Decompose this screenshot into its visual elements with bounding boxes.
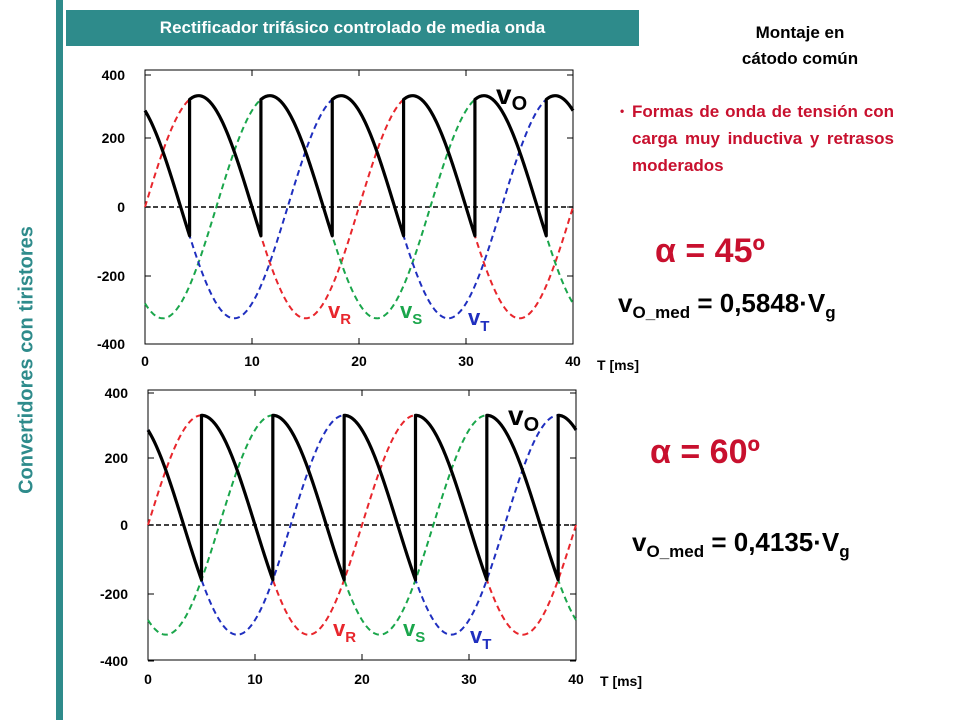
y-tick-label: 0 [120, 517, 128, 533]
vmed-subscript: O_med [646, 542, 705, 561]
y-tick-label: -400 [100, 653, 128, 669]
x-tick-label: 40 [568, 671, 584, 687]
y-tick-label: -200 [100, 586, 128, 602]
series-label-vR: vR [333, 616, 356, 646]
x-tick-label: 0 [144, 671, 152, 687]
series-label-vS: vS [400, 298, 422, 328]
vmed-subscript-g: g [839, 542, 850, 561]
series-vO-curve [143, 94, 575, 238]
firing-angle-60: α = 60º [650, 433, 760, 472]
y-tick-label: -200 [97, 268, 125, 284]
series-vO-curve [146, 413, 578, 582]
series-label-vR: vR [328, 298, 351, 328]
description-bullet: • Formas de onda de tensión con carga mu… [620, 98, 894, 179]
alpha-value: = 45º [685, 232, 765, 270]
series-label-vS: vS [403, 616, 425, 646]
x-tick-label: 30 [458, 353, 474, 369]
x-tick-label: 30 [461, 671, 477, 687]
alpha-symbol: α [655, 232, 676, 270]
y-tick-label: 200 [105, 450, 129, 466]
sidebar-accent-bar [56, 0, 63, 720]
y-tick-label: -400 [97, 336, 125, 352]
x-tick-label: 20 [354, 671, 370, 687]
montaje-line-1: Montaje en [755, 23, 845, 42]
waveform-chart-alpha-45: 400 200 0 -200 -400 0 10 20 30 40 T [ms] vR vS vT vO [97, 67, 639, 373]
description-text: Formas de onda de tensión con carga muy … [632, 102, 894, 175]
vmed-symbol: v [618, 288, 633, 318]
vmed-subscript: O_med [632, 303, 691, 322]
series-label-vO: vO [508, 400, 539, 436]
y-tick-label: 400 [102, 67, 126, 83]
vmed-symbol: v [632, 527, 647, 557]
x-axis-label: T [ms] [597, 357, 639, 373]
x-axis-label: T [ms] [600, 673, 642, 689]
vmed-value: = 0,4135·V [704, 527, 840, 557]
series-label-vT: vT [470, 623, 491, 653]
x-tick-label: 0 [141, 353, 149, 369]
series-vR-curve [147, 414, 577, 636]
x-tick-label: 10 [244, 353, 260, 369]
average-voltage-60: vO_med = 0,4135·Vg [632, 527, 850, 562]
x-tick-label: 20 [351, 353, 367, 369]
series-vT-curve [144, 94, 574, 320]
vmed-subscript-g: g [825, 303, 836, 322]
y-tick-label: 400 [105, 385, 129, 401]
firing-angle-45: α = 45º [655, 232, 765, 271]
x-tick-label: 10 [247, 671, 263, 687]
slide-header: Rectificador trifásico controlado de med… [66, 10, 639, 46]
montaje-line-2: cátodo común [741, 49, 859, 68]
average-voltage-45: vO_med = 0,5848·Vg [618, 288, 836, 323]
y-tick-label: 0 [117, 199, 125, 215]
y-tick-label: 200 [102, 130, 126, 146]
montaje-label: Montaje en cátodo común [700, 20, 900, 72]
alpha-value: = 60º [680, 433, 760, 471]
waveform-chart-alpha-60: 400 200 0 -200 -400 0 10 20 30 40 T [ms] vR vS vT vO [100, 385, 642, 689]
series-label-vO: vO [496, 79, 527, 115]
x-tick-label: 40 [565, 353, 581, 369]
series-label-vT: vT [468, 305, 489, 335]
alpha-symbol: α [650, 433, 671, 471]
vmed-value: = 0,5848·V [690, 288, 826, 318]
bullet-dot-icon: • [620, 104, 625, 118]
